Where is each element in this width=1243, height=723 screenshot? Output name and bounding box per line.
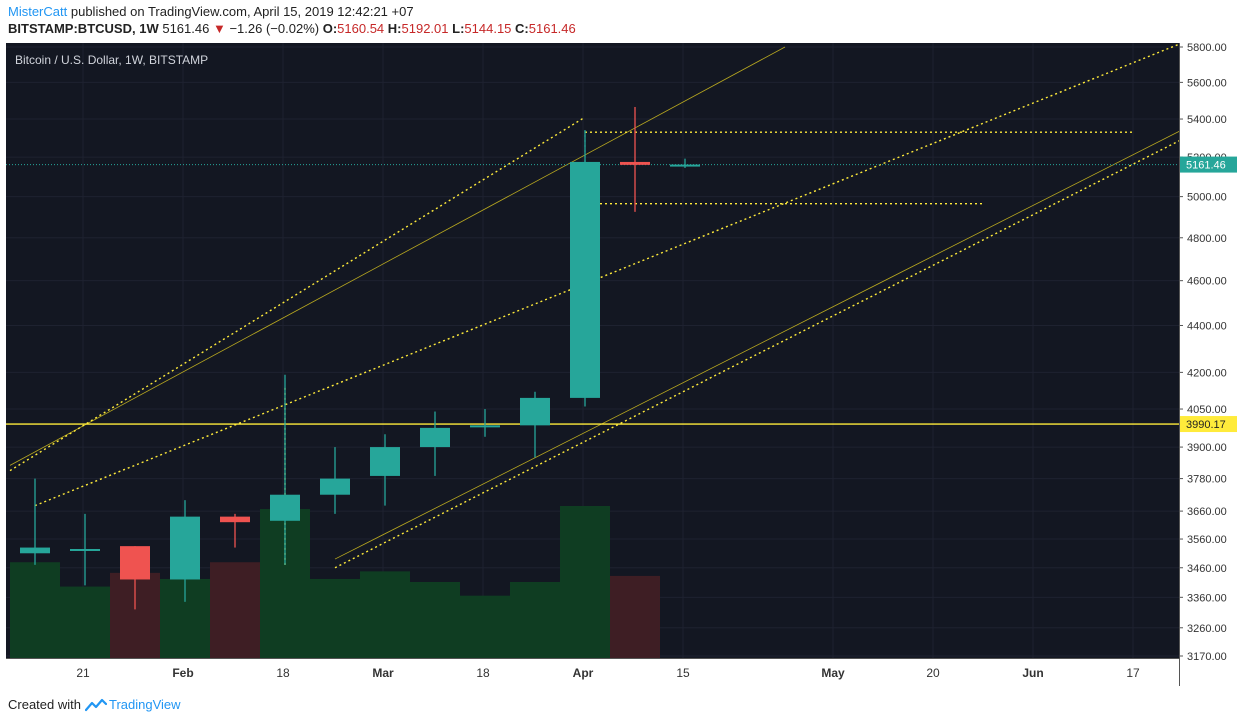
price-tags: 3990.17 5161.46 <box>1180 156 1237 433</box>
price-tick-label: 3660.00 <box>1187 506 1227 518</box>
symbol-info-bar: BITSTAMP:BTCUSD, 1W 5161.46 ▼ −1.26 (−0.… <box>8 21 576 36</box>
price-tick-label: 3780.00 <box>1187 474 1227 486</box>
time-tick-label: 21 <box>76 666 90 680</box>
candle-body <box>520 397 550 426</box>
price-tag-label: 3990.17 <box>1186 419 1226 431</box>
close-value: 5161.46 <box>528 21 576 36</box>
interval: , 1W <box>131 21 159 36</box>
volume-bar <box>410 582 460 658</box>
trendlines <box>9 41 1186 569</box>
candle-body <box>320 478 350 495</box>
price-tick-label: 3460.00 <box>1187 563 1227 575</box>
chart-title: Bitcoin / U.S. Dollar, 1W, BITSTAMP <box>15 53 208 67</box>
volume-bar <box>360 571 410 658</box>
last-price: 5161.46 <box>162 21 210 36</box>
created-with-text: Created with <box>8 697 81 712</box>
time-axis-labels[interactable]: 21 Feb 18 Mar 18 Apr 15 May 20 Jun 17 <box>76 666 1140 680</box>
volume-bar <box>60 586 110 658</box>
candles <box>20 106 700 610</box>
candle-body <box>370 447 400 476</box>
tradingview-brand: TradingView <box>108 697 181 712</box>
volume-bar <box>610 575 660 658</box>
trendline <box>334 128 1186 560</box>
open-value: 5160.54 <box>337 21 385 36</box>
close-label: C: <box>515 21 529 36</box>
price-tick-label: 4400.00 <box>1187 320 1227 332</box>
candle-body <box>70 548 100 551</box>
time-tick-label: 18 <box>476 666 490 680</box>
price-tick-label: 5800.00 <box>1187 43 1227 54</box>
volume-bar <box>310 578 360 658</box>
candle-body <box>420 427 450 448</box>
time-tick-label: 15 <box>676 666 690 680</box>
open-label: O: <box>322 21 338 36</box>
candle-body <box>470 425 500 428</box>
low-value: 5144.15 <box>464 21 512 36</box>
price-tick-label: 3560.00 <box>1187 534 1227 546</box>
candle-body <box>20 547 50 554</box>
candle-body <box>220 516 250 523</box>
price-tick-label: 4050.00 <box>1187 404 1227 416</box>
volume-bar <box>210 562 260 658</box>
price-tick-label: 3360.00 <box>1187 592 1227 604</box>
price-change: −1.26 (−0.02%) <box>229 21 320 36</box>
volume-bar <box>460 595 510 658</box>
volume-bar <box>510 582 560 658</box>
price-tick-label: 3170.00 <box>1187 651 1227 663</box>
time-tick-label: Apr <box>573 666 594 680</box>
time-tick-label: 18 <box>276 666 290 680</box>
footer: Created with TradingView <box>8 697 181 712</box>
candle-body <box>570 161 600 398</box>
trendline <box>9 46 786 466</box>
support-price-tag <box>1180 416 1237 433</box>
candle-body <box>620 161 650 165</box>
time-tick-label: Mar <box>372 666 394 680</box>
high-value: 5192.01 <box>401 21 449 36</box>
price-tick-label: 3260.00 <box>1187 623 1227 635</box>
time-tick-label: Jun <box>1022 666 1043 680</box>
time-tick-label: 20 <box>926 666 940 680</box>
time-tick-label: Feb <box>172 666 193 680</box>
tradingview-logo-icon <box>84 698 107 711</box>
symbol-name: BITSTAMP:BTCUSD <box>8 21 132 36</box>
candle-body <box>670 164 700 167</box>
price-tick-label: 5600.00 <box>1187 77 1227 89</box>
time-tick-label: 17 <box>1126 666 1140 680</box>
chart-container[interactable]: Bitcoin / U.S. Dollar, 1W, BITSTAMP 3170… <box>6 41 1237 686</box>
tradingview-link[interactable]: TradingView <box>84 697 181 712</box>
last-price-tag <box>1180 156 1237 173</box>
candle-body <box>270 494 300 521</box>
price-tick-label: 4800.00 <box>1187 233 1227 245</box>
high-label: H: <box>387 21 402 36</box>
time-tick-label: May <box>821 666 845 680</box>
down-arrow-icon: ▼ <box>212 21 226 36</box>
low-label: L: <box>452 21 465 36</box>
volume-bar <box>10 562 60 658</box>
volume-bars <box>10 506 660 658</box>
price-tag-label: 5161.46 <box>1186 160 1226 172</box>
published-text: published on TradingView.com, April 15, … <box>70 4 414 19</box>
price-tick-label: 3900.00 <box>1187 442 1227 454</box>
candle-body <box>170 516 200 580</box>
trendline <box>34 41 1186 507</box>
author-link[interactable]: MisterCatt <box>8 4 68 19</box>
horizontal-lines <box>6 164 1179 425</box>
price-tick-label: 5400.00 <box>1187 114 1227 126</box>
price-chart[interactable]: Bitcoin / U.S. Dollar, 1W, BITSTAMP 3170… <box>6 41 1237 686</box>
candle-body <box>120 546 150 580</box>
publish-info: MisterCatt published on TradingView.com,… <box>8 4 414 19</box>
trendline <box>334 137 1186 569</box>
volume-bar <box>560 506 610 658</box>
price-tick-label: 4200.00 <box>1187 367 1227 379</box>
price-axis-labels: 3170.00 3260.00 3360.00 3460.00 3560.00 3660.… <box>1179 42 1227 663</box>
price-tick-label: 4600.00 <box>1187 276 1227 288</box>
price-tick-label: 5000.00 <box>1187 192 1227 204</box>
price-axis[interactable] <box>1179 43 1237 658</box>
